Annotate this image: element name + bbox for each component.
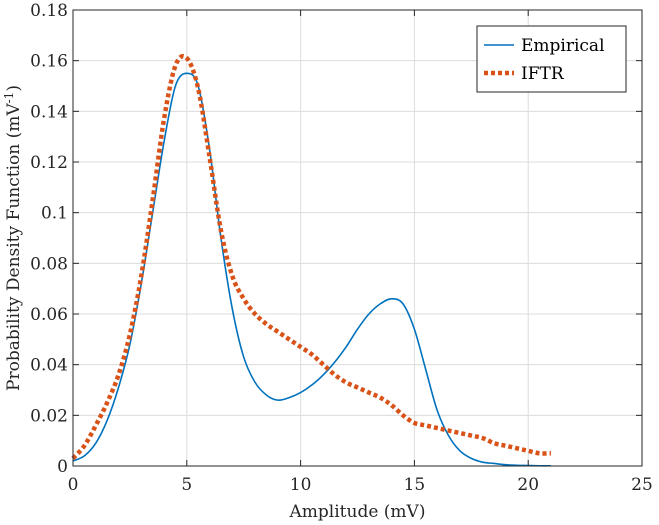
y-tick-label: 0.12 bbox=[30, 153, 68, 173]
y-axis-label-sup: -1 bbox=[2, 92, 16, 104]
x-tick-label: 0 bbox=[68, 475, 79, 495]
y-tick-label: 0.14 bbox=[30, 102, 68, 122]
y-axis-label-main: Probability Density Function (mV bbox=[4, 103, 24, 391]
y-tick-label: 0.04 bbox=[30, 356, 68, 376]
legend: Empirical IFTR bbox=[476, 25, 627, 93]
y-axis-label: Probability Density Function (mV-1) bbox=[2, 85, 24, 391]
x-tick-label: 5 bbox=[181, 475, 192, 495]
y-tick-label: 0.02 bbox=[30, 406, 68, 426]
x-tick-label: 25 bbox=[631, 475, 653, 495]
y-tick-label: 0.06 bbox=[30, 305, 68, 325]
y-tick-label: 0.18 bbox=[30, 1, 68, 21]
legend-label-iftr: IFTR bbox=[521, 64, 565, 84]
series-layer bbox=[71, 53, 551, 467]
y-tick-label: 0.16 bbox=[30, 52, 68, 72]
legend-label-empirical: Empirical bbox=[521, 36, 605, 56]
x-tick-label: 10 bbox=[290, 475, 312, 495]
x-axis-label: Amplitude (mV) bbox=[289, 502, 426, 522]
x-tick-label: 20 bbox=[517, 475, 539, 495]
legend-box bbox=[476, 25, 627, 93]
x-tick-label: 15 bbox=[404, 475, 426, 495]
y-axis-label-end: ) bbox=[4, 85, 24, 92]
plot-frame bbox=[72, 9, 643, 467]
y-tick-label: 0 bbox=[57, 457, 68, 477]
ticks: 0 5 10 15 20 25 0 0.02 0.04 0.06 0.08 0.1 0.12 0.14 0.… bbox=[30, 1, 653, 495]
y-tick-label: 0.08 bbox=[30, 254, 68, 274]
series-line-iftr bbox=[71, 53, 551, 460]
y-tick-label: 0.1 bbox=[41, 204, 68, 224]
